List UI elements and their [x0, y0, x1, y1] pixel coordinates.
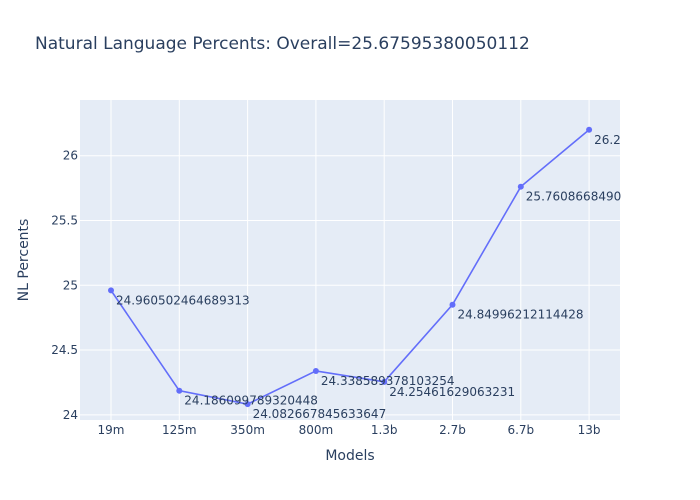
- y-tick-label: 25.5: [51, 213, 78, 227]
- plot-background: [80, 100, 620, 420]
- x-tick-label: 6.7b: [507, 423, 534, 437]
- data-point: [517, 183, 524, 190]
- y-tick-label: 24.5: [51, 343, 78, 357]
- data-point: [586, 126, 593, 133]
- data-label: 24.186099789320448: [184, 394, 318, 408]
- x-tick-label: 800m: [299, 423, 334, 437]
- x-axis-title: Models: [325, 448, 375, 464]
- data-label: 24.082667845633647: [253, 407, 387, 421]
- data-point: [449, 301, 456, 308]
- y-axis-title: NL Percents: [16, 218, 32, 302]
- data-point: [244, 401, 251, 408]
- data-point: [176, 387, 183, 394]
- chart-title: Natural Language Percents: Overall=25.67…: [35, 34, 530, 54]
- data-label: 24.25461629063231: [389, 385, 515, 399]
- data-point: [381, 378, 388, 385]
- y-tick-label: 24: [63, 408, 78, 422]
- data-point: [312, 367, 319, 374]
- y-tick-label: 26: [63, 149, 78, 163]
- data-label: 24.960502464689313: [116, 293, 250, 307]
- data-point: [108, 287, 114, 294]
- x-tick-label: 13b: [578, 423, 601, 437]
- y-tick-label: 25: [63, 278, 78, 292]
- data-label: 24.84996212114428: [458, 308, 584, 322]
- x-tick-label: 125m: [162, 423, 197, 437]
- x-tick-label: 350m: [230, 423, 265, 437]
- x-tick-label: 1.3b: [371, 423, 398, 437]
- x-tick-label: 2.7b: [439, 423, 466, 437]
- data-label: 26.2: [594, 133, 621, 147]
- series-line: [110, 129, 590, 405]
- data-label: 25.7608668490: [526, 190, 621, 204]
- data-label: 24.338589378103254: [321, 374, 455, 388]
- x-tick-label: 19m: [98, 423, 125, 437]
